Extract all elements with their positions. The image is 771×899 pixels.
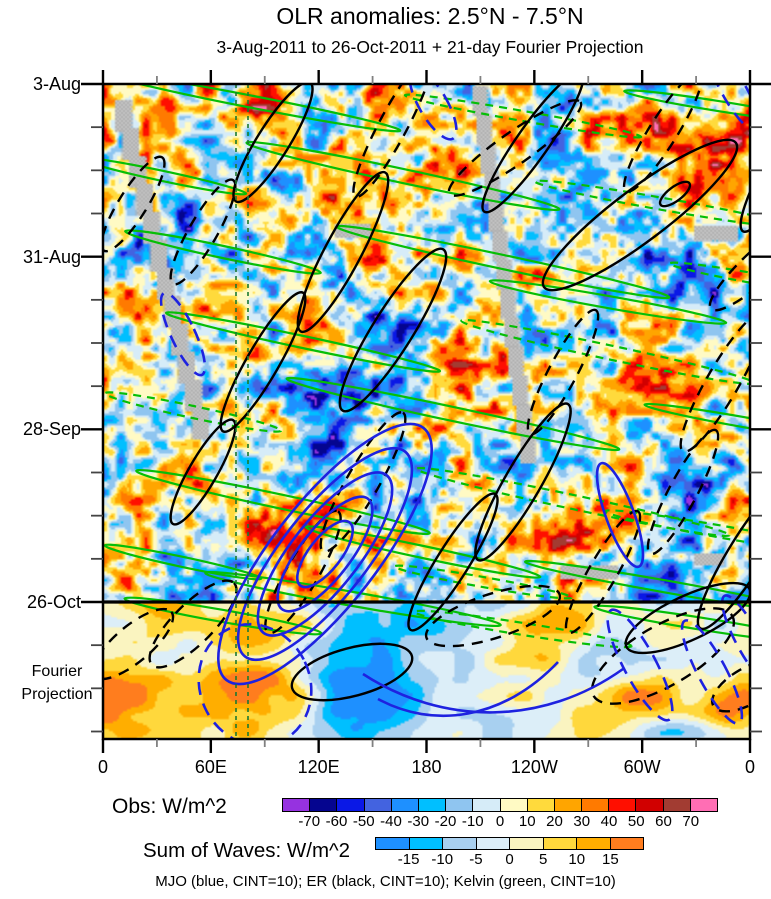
colorbar-segment bbox=[336, 799, 364, 811]
colorbar-tick-label: 50 bbox=[627, 813, 645, 830]
waves-colorbar bbox=[375, 837, 644, 850]
colorbar-tick-label: 30 bbox=[573, 813, 591, 830]
colorbar-segment bbox=[689, 799, 717, 811]
colorbar-tick-label: -50 bbox=[352, 813, 375, 830]
y-tick-label: 26-Oct bbox=[26, 592, 81, 612]
obs-colorbar-title: Obs: W/m^2 bbox=[112, 795, 227, 818]
x-tick-label: 120W bbox=[510, 757, 558, 777]
colorbar-segment bbox=[576, 838, 610, 849]
colorbar-segment bbox=[309, 799, 337, 811]
x-tick-label: 0 bbox=[97, 757, 108, 777]
colorbar-segment bbox=[499, 799, 527, 811]
colorbar-tick-label: 0 bbox=[505, 851, 514, 868]
colorbar-tick-label: 0 bbox=[495, 813, 505, 830]
colorbar-tick-label: -10 bbox=[431, 851, 454, 868]
y-tick-label: 28-Sep bbox=[22, 419, 81, 440]
chart-title: OLR anomalies: 2.5°N - 7.5°N bbox=[276, 3, 584, 29]
colorbar-segment bbox=[408, 838, 442, 849]
colorbar-segment bbox=[475, 838, 509, 849]
waves-colorbar-title: Sum of Waves: W/m^2 bbox=[143, 839, 351, 862]
colorbar-segment bbox=[417, 799, 446, 811]
x-tick-label: 120E bbox=[297, 757, 340, 777]
colorbar-segment bbox=[363, 799, 391, 811]
colorbar-tick-label: 70 bbox=[682, 813, 700, 830]
obs-colorbar bbox=[282, 798, 718, 812]
colorbar-segment bbox=[635, 799, 663, 811]
colorbar-segment bbox=[526, 799, 554, 811]
colorbar-tick-label: -15 bbox=[397, 851, 420, 868]
colorbar-segment bbox=[390, 799, 418, 811]
x-tick-label: 60W bbox=[623, 757, 661, 777]
colorbar-tick-label: 40 bbox=[600, 813, 618, 830]
colorbar-segment bbox=[442, 838, 476, 849]
y-tick-label: 3-Aug bbox=[32, 74, 81, 94]
x-tick-label: 0 bbox=[744, 757, 755, 777]
colorbar-tick-label: 15 bbox=[602, 851, 619, 868]
colorbar-tick-label: -5 bbox=[469, 851, 483, 868]
colorbar-segment bbox=[445, 799, 473, 811]
colorbar-tick-label: -20 bbox=[434, 813, 457, 830]
colorbar-tick-label: 60 bbox=[655, 813, 672, 830]
colorbar-tick-label: 10 bbox=[518, 813, 536, 830]
fourier-projection-label-line1: Fourier bbox=[31, 663, 83, 680]
colorbar-tick-label: 20 bbox=[546, 813, 563, 830]
contour-legend-caption: MJO (blue, CINT=10); ER (black, CINT=10)… bbox=[155, 873, 616, 890]
colorbar-segment bbox=[472, 799, 500, 811]
colorbar-segment bbox=[283, 799, 310, 811]
x-tick-label: 180 bbox=[411, 757, 442, 777]
hovmoller-filled-contour-field bbox=[103, 84, 750, 739]
colorbar-tick-label: -40 bbox=[380, 813, 402, 830]
colorbar-segment bbox=[608, 799, 636, 811]
colorbar-tick-label: -70 bbox=[298, 813, 321, 830]
colorbar-tick-label: -10 bbox=[461, 813, 484, 830]
colorbar-tick-label: -30 bbox=[407, 813, 430, 830]
colorbar-tick-label: 5 bbox=[538, 851, 548, 868]
colorbar-segment bbox=[553, 799, 582, 811]
colorbar-segment bbox=[581, 799, 609, 811]
colorbar-segment bbox=[662, 799, 690, 811]
colorbar-segment bbox=[609, 838, 643, 849]
colorbar-segment bbox=[542, 838, 576, 849]
colorbar-segment bbox=[509, 838, 543, 849]
colorbar-tick-label: 10 bbox=[568, 851, 586, 868]
x-tick-label: 60E bbox=[194, 757, 227, 777]
colorbar-segment bbox=[376, 838, 409, 849]
fourier-projection-label-line2: Projection bbox=[21, 686, 93, 703]
y-tick-label: 31-Aug bbox=[22, 246, 81, 267]
chart-subtitle: 3-Aug-2011 to 26-Oct-2011 + 21-day Fouri… bbox=[216, 37, 644, 57]
colorbar-tick-label: -60 bbox=[325, 813, 348, 830]
